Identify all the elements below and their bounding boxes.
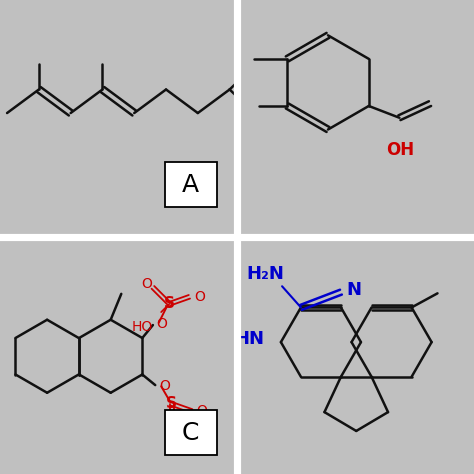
Text: O: O bbox=[166, 430, 177, 444]
Text: O: O bbox=[194, 290, 205, 304]
Text: C: C bbox=[182, 421, 200, 445]
Text: O: O bbox=[156, 317, 167, 331]
Text: HO: HO bbox=[132, 320, 153, 334]
Text: H₂N: H₂N bbox=[246, 265, 284, 283]
Bar bbox=[165, 410, 217, 455]
Text: N: N bbox=[347, 281, 362, 299]
Text: O: O bbox=[196, 404, 207, 418]
Text: S: S bbox=[166, 396, 177, 411]
Text: O: O bbox=[159, 379, 170, 393]
Bar bbox=[165, 163, 217, 207]
Text: S: S bbox=[164, 296, 175, 311]
Text: HO: HO bbox=[164, 442, 185, 456]
Text: HN: HN bbox=[235, 329, 264, 347]
Text: A: A bbox=[182, 173, 200, 197]
Text: OH: OH bbox=[386, 141, 415, 159]
Text: O: O bbox=[142, 277, 153, 291]
